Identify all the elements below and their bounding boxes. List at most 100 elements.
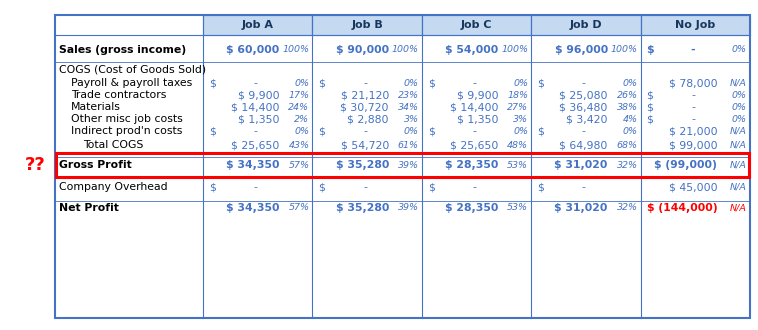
Text: $ 34,350: $ 34,350 [226, 203, 280, 213]
Text: $ 21,000: $ 21,000 [669, 126, 717, 136]
Text: $ 14,400: $ 14,400 [450, 102, 498, 112]
Text: N/A: N/A [730, 204, 747, 213]
Text: $: $ [428, 182, 434, 192]
Text: -: - [582, 126, 586, 136]
Text: $ 78,000: $ 78,000 [669, 78, 717, 88]
Text: Gross Profit: Gross Profit [59, 160, 132, 170]
Text: Net Profit: Net Profit [59, 203, 119, 213]
Text: 0%: 0% [732, 115, 747, 123]
Text: $ 25,650: $ 25,650 [231, 140, 280, 150]
Text: Job C: Job C [461, 20, 492, 30]
Text: 61%: 61% [398, 141, 419, 149]
Text: $ 99,000: $ 99,000 [669, 140, 717, 150]
Bar [312, 15, 421, 35]
Text: 32%: 32% [616, 204, 637, 213]
Text: 0%: 0% [513, 79, 528, 87]
Text: $ 25,080: $ 25,080 [559, 90, 608, 100]
Text: 3%: 3% [404, 115, 419, 123]
Text: 39%: 39% [398, 204, 419, 213]
Text: 0%: 0% [732, 103, 747, 112]
Text: $: $ [318, 126, 325, 136]
Text: 0%: 0% [622, 126, 637, 136]
Text: -: - [691, 114, 695, 124]
Text: Other misc job costs: Other misc job costs [71, 114, 183, 124]
Text: 0%: 0% [404, 79, 419, 87]
Text: $ 2,880: $ 2,880 [347, 114, 389, 124]
Text: $: $ [428, 126, 434, 136]
Text: 100%: 100% [283, 46, 309, 54]
Text: 24%: 24% [288, 103, 309, 112]
Text: $ 35,280: $ 35,280 [336, 203, 389, 213]
Text: $: $ [209, 126, 216, 136]
Text: -: - [363, 126, 367, 136]
Text: N/A: N/A [730, 126, 747, 136]
Text: 0%: 0% [294, 126, 309, 136]
Text: -: - [254, 126, 258, 136]
Text: $ 45,000: $ 45,000 [669, 182, 717, 192]
Text: -: - [254, 182, 258, 192]
Text: 0%: 0% [622, 79, 637, 87]
Text: 48%: 48% [507, 141, 528, 149]
Text: -: - [472, 78, 476, 88]
Bar [641, 15, 750, 35]
Text: -: - [691, 102, 695, 112]
Text: $: $ [318, 78, 325, 88]
Text: N/A: N/A [730, 141, 747, 149]
Text: $: $ [428, 78, 434, 88]
Text: N/A: N/A [730, 182, 747, 191]
Text: $ 28,350: $ 28,350 [445, 203, 498, 213]
Text: Job B: Job B [351, 20, 383, 30]
Text: 32%: 32% [616, 160, 637, 170]
Text: -: - [363, 182, 367, 192]
Text: 27%: 27% [507, 103, 528, 112]
Text: 100%: 100% [501, 46, 528, 54]
Text: 68%: 68% [616, 141, 637, 149]
Text: N/A: N/A [730, 160, 747, 170]
Text: 57%: 57% [288, 204, 309, 213]
Text: 39%: 39% [398, 160, 419, 170]
Text: -: - [254, 78, 258, 88]
Text: 34%: 34% [398, 103, 419, 112]
Text: $ (144,000): $ (144,000) [647, 203, 717, 213]
Text: -: - [691, 90, 695, 100]
Text: 3%: 3% [513, 115, 528, 123]
Text: $ 34,350: $ 34,350 [226, 160, 280, 170]
Text: $: $ [209, 78, 216, 88]
Text: Sales (gross income): Sales (gross income) [59, 45, 186, 55]
Text: 18%: 18% [507, 90, 528, 100]
Text: -: - [472, 126, 476, 136]
Text: ??: ?? [24, 156, 45, 174]
Text: COGS (Cost of Goods Sold): COGS (Cost of Goods Sold) [59, 65, 206, 75]
Bar [421, 15, 531, 35]
Text: 38%: 38% [616, 103, 637, 112]
Text: $ 9,900: $ 9,900 [457, 90, 498, 100]
Text: $ 36,480: $ 36,480 [559, 102, 608, 112]
Text: $ 54,720: $ 54,720 [340, 140, 389, 150]
Text: 100%: 100% [611, 46, 637, 54]
Text: -: - [472, 182, 476, 192]
Text: 0%: 0% [294, 79, 309, 87]
Text: $: $ [647, 90, 653, 100]
Text: $ (99,000): $ (99,000) [654, 160, 717, 170]
Text: 2%: 2% [294, 115, 309, 123]
Text: $ 96,000: $ 96,000 [555, 45, 608, 55]
Text: $ 9,900: $ 9,900 [238, 90, 280, 100]
Text: $ 31,020: $ 31,020 [554, 160, 608, 170]
Text: $: $ [647, 45, 654, 55]
Text: Indirect prod'n costs: Indirect prod'n costs [71, 126, 183, 136]
Text: $ 1,350: $ 1,350 [238, 114, 280, 124]
Text: $: $ [537, 126, 544, 136]
Text: Company Overhead: Company Overhead [59, 182, 168, 192]
Text: 0%: 0% [513, 126, 528, 136]
Text: $: $ [537, 78, 544, 88]
Text: 4%: 4% [622, 115, 637, 123]
Text: Payroll & payroll taxes: Payroll & payroll taxes [71, 78, 193, 88]
Text: $: $ [318, 182, 325, 192]
Text: -: - [691, 45, 695, 55]
Bar [203, 15, 312, 35]
Text: $ 28,350: $ 28,350 [445, 160, 498, 170]
Text: -: - [582, 182, 586, 192]
Text: $: $ [647, 102, 653, 112]
Text: $ 54,000: $ 54,000 [445, 45, 498, 55]
Text: 26%: 26% [616, 90, 637, 100]
